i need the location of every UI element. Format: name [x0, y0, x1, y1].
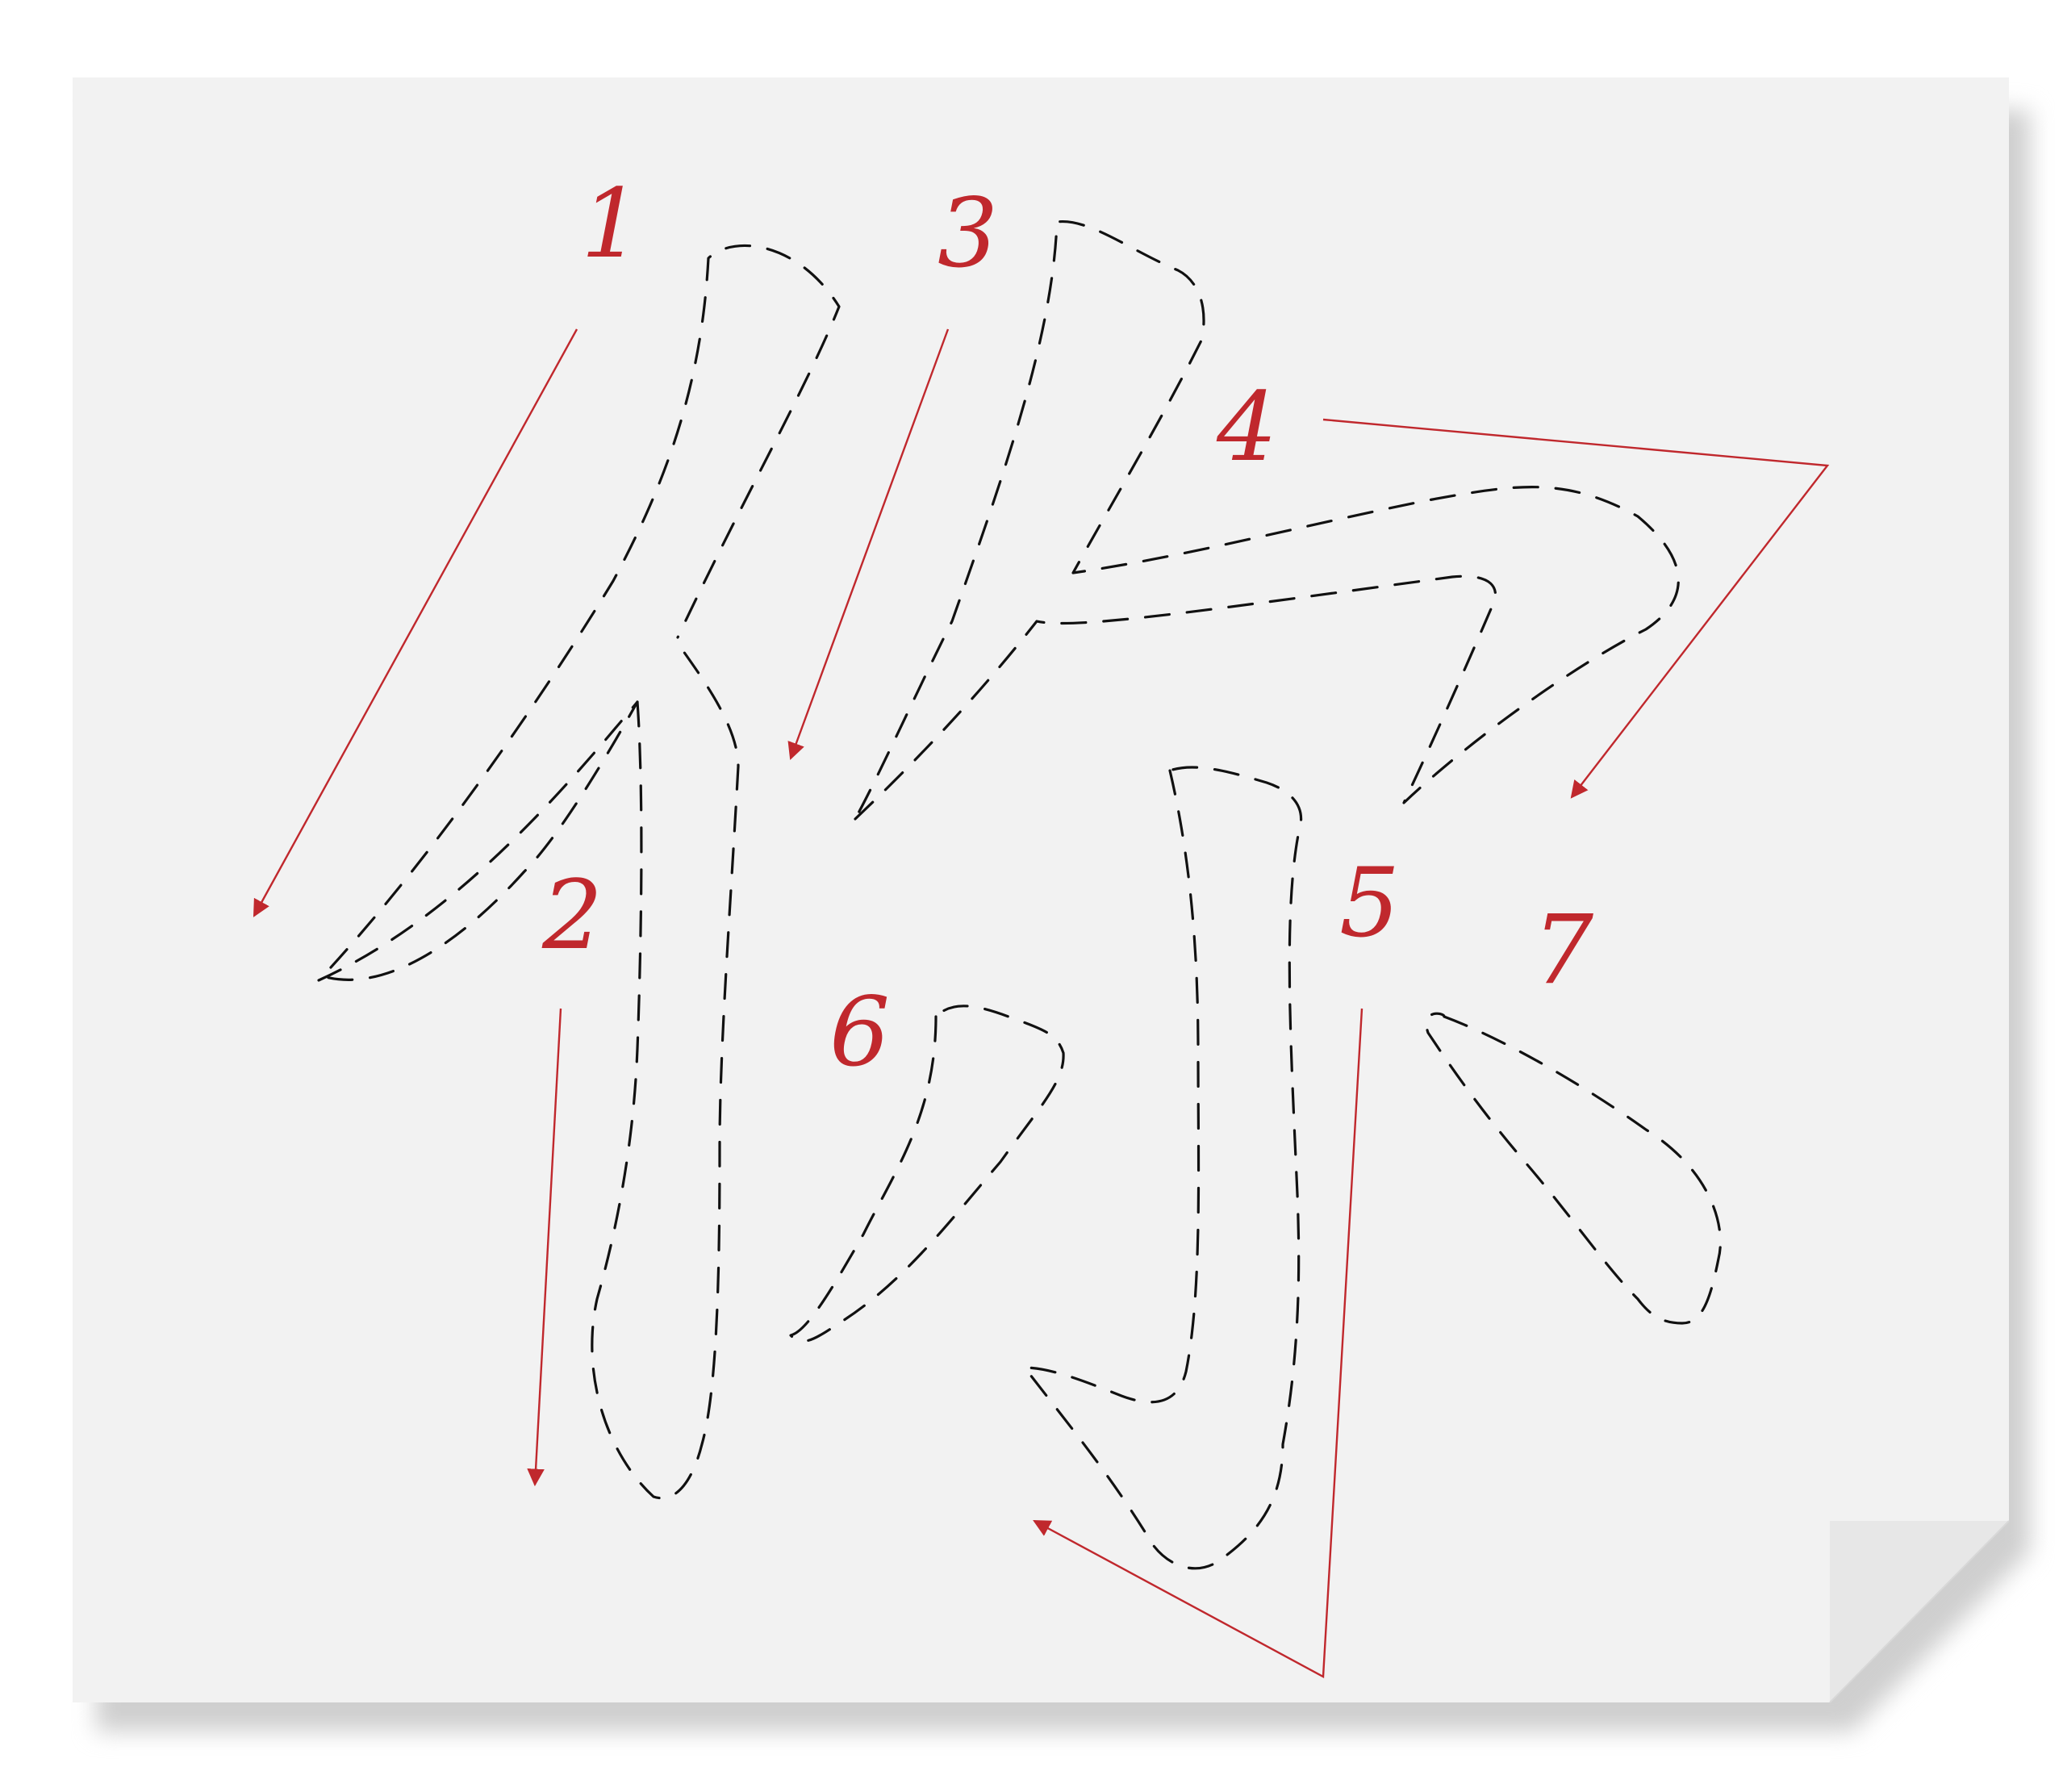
stroke-number-7: 7 — [1533, 894, 1593, 1005]
stroke-number-1: 1 — [581, 168, 641, 279]
stroke-outline-5 — [1023, 766, 1303, 1570]
arrow-stroke-3 — [787, 328, 950, 761]
arrow-stroke-5 — [1033, 1008, 1364, 1678]
fold-edge — [1829, 1520, 2010, 1703]
stroke-number-6: 6 — [829, 976, 890, 1088]
sheet-body — [73, 77, 2009, 1702]
stroke-number-3: 3 — [938, 178, 998, 289]
stroke-outline-7 — [1425, 1012, 1722, 1325]
stroke-outline-3 — [854, 219, 1680, 821]
arrow-stroke-2 — [527, 1008, 562, 1487]
paper-sheet — [73, 77, 2030, 1731]
stroke-outline-2 — [591, 644, 740, 1500]
stroke-number-2: 2 — [541, 859, 603, 971]
stroke-outlines — [317, 219, 1722, 1570]
arrow-stroke-1 — [253, 328, 578, 917]
stroke-order-arrows — [253, 328, 1830, 1678]
arrow-stroke-4 — [1322, 418, 1830, 799]
stroke-number-4: 4 — [1216, 371, 1277, 482]
stroke-outline-6 — [789, 1005, 1065, 1343]
stroke-number-5: 5 — [1339, 847, 1400, 959]
stroke-numbers: 1 2 3 4 5 6 7 — [541, 168, 1593, 1088]
